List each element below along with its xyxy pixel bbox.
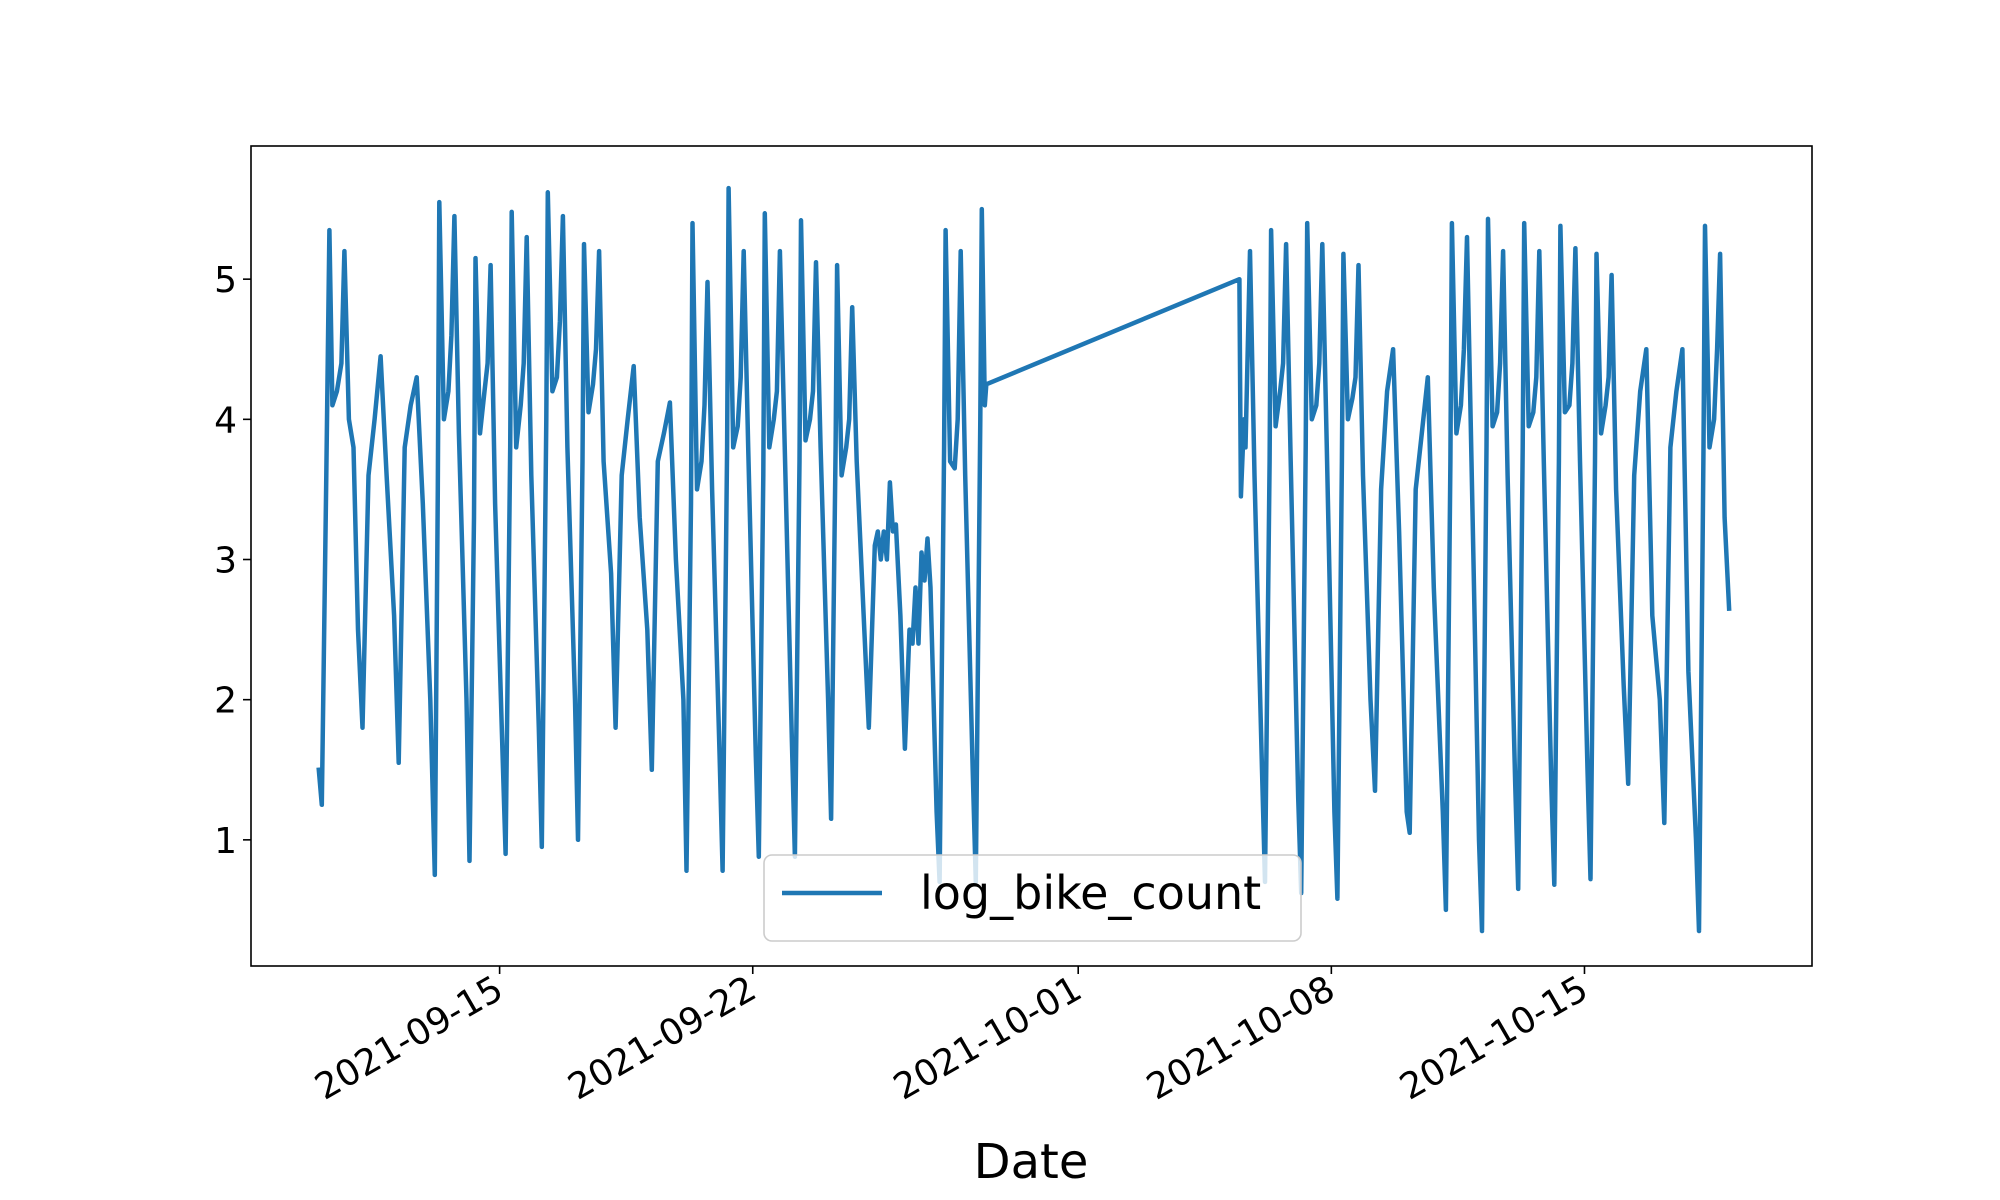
y-tick-label: 4 [214, 400, 237, 441]
legend-box [763, 854, 1302, 942]
x-axis-title: Date [974, 1134, 1089, 1190]
y-tick-label: 3 [214, 541, 237, 582]
y-tick-label: 2 [214, 681, 237, 722]
y-tick-label: 5 [214, 260, 237, 301]
y-axis: 1 2 3 4 5 [214, 260, 251, 862]
y-tick-label: 1 [214, 821, 237, 862]
legend-label-log-bike-count: log_bike_count [920, 866, 1261, 920]
series-layer [316, 185, 1732, 934]
series-line-log-bike-count [316, 185, 1732, 934]
plot-frame [250, 145, 1813, 967]
legend: log_bike_count [763, 854, 1302, 942]
